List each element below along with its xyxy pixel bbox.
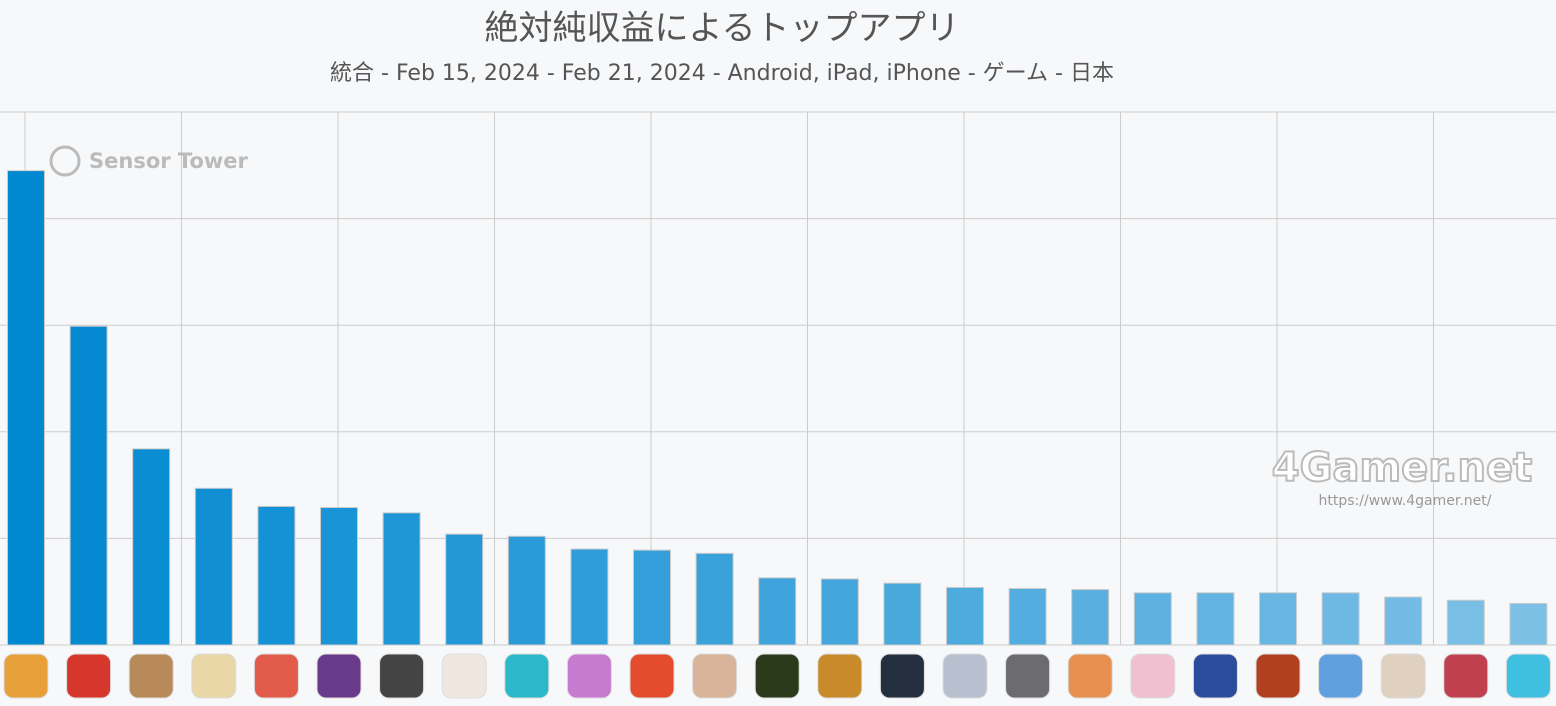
bar (257, 505, 296, 646)
chart-title: 絶対純収益によるトップアプリ (485, 9, 960, 49)
app-icon (379, 653, 425, 699)
bar (7, 170, 45, 646)
app-icon (1005, 653, 1051, 699)
bar (382, 512, 421, 646)
app-icon (1380, 653, 1426, 699)
watermark: https://www.4gamer.net/ (1319, 493, 1492, 509)
app-icon (879, 653, 925, 699)
bar (1509, 602, 1548, 646)
bar (1008, 588, 1047, 646)
bar (883, 582, 922, 646)
app-icon (692, 653, 738, 699)
app-icon (1067, 653, 1113, 699)
app-icon (629, 653, 675, 699)
bar (320, 506, 358, 646)
watermark-logo (49, 145, 81, 177)
bar (946, 586, 984, 646)
bar (507, 535, 546, 646)
app-icon (504, 653, 550, 699)
app-icon (253, 653, 299, 699)
app-icon (1192, 653, 1238, 699)
app-icon (1505, 653, 1551, 699)
app-icon (66, 653, 112, 699)
bar (570, 548, 609, 646)
bar (1321, 592, 1360, 646)
app-icon (1130, 653, 1176, 699)
app-icon (754, 653, 800, 699)
bar (1259, 592, 1297, 646)
bar (69, 325, 108, 646)
app-icon (566, 653, 612, 699)
app-icon (1318, 653, 1364, 699)
app-icon (128, 653, 174, 699)
bar (445, 533, 484, 646)
app-icon (942, 653, 988, 699)
bar (132, 448, 171, 646)
app-icon (191, 653, 237, 699)
bar (820, 578, 859, 646)
bar (1446, 599, 1485, 646)
app-icon (316, 653, 362, 699)
bar (194, 487, 233, 646)
watermark: 4Gamer.net (1272, 445, 1532, 491)
app-icon (441, 653, 487, 699)
app-icon (3, 653, 49, 699)
app-icon (817, 653, 863, 699)
app-icon (1443, 653, 1489, 699)
bar (1384, 596, 1423, 646)
watermark: Sensor Tower (89, 149, 249, 173)
bar (1071, 589, 1110, 646)
app-icon (1255, 653, 1301, 699)
chart-subtitle: 統合 - Feb 15, 2024 - Feb 21, 2024 - Andro… (330, 61, 1114, 86)
bar (1196, 592, 1235, 646)
bar (695, 552, 734, 646)
bar (633, 549, 671, 646)
bar (1133, 592, 1172, 646)
bar (758, 577, 797, 646)
